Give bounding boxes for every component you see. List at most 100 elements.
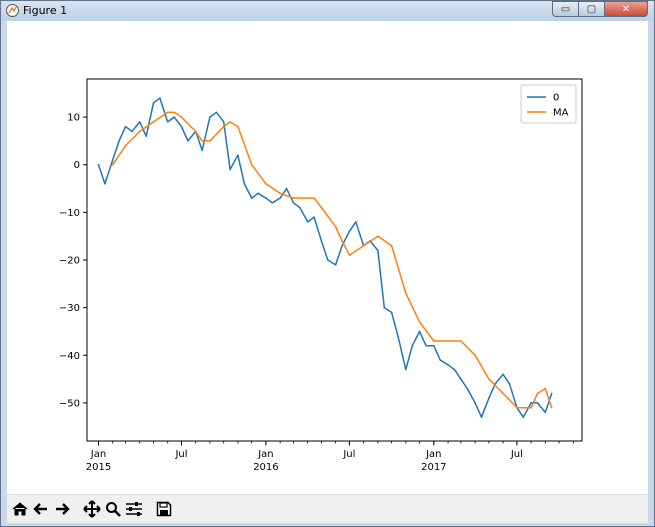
data-point xyxy=(320,240,323,242)
y-tick-label: −50 xyxy=(59,398,80,409)
data-point xyxy=(550,406,553,409)
data-point xyxy=(544,387,547,390)
navigation-toolbar xyxy=(7,494,648,523)
data-point xyxy=(522,416,525,418)
data-point xyxy=(447,363,449,366)
maximize-button[interactable]: ▢ xyxy=(578,1,604,17)
data-point xyxy=(390,311,393,314)
data-point xyxy=(418,330,421,333)
data-point xyxy=(341,240,343,242)
x-tick-label: Jan xyxy=(257,449,273,460)
data-point xyxy=(152,121,155,123)
data-point xyxy=(215,111,218,114)
data-point xyxy=(480,416,483,418)
data-point xyxy=(536,402,539,404)
data-point xyxy=(355,221,357,223)
forward-button[interactable] xyxy=(52,499,72,519)
data-point xyxy=(327,259,329,261)
data-point xyxy=(390,244,393,247)
data-point xyxy=(411,344,414,347)
data-point xyxy=(145,135,147,137)
legend-label: MA xyxy=(553,108,569,119)
save-button[interactable] xyxy=(154,499,174,519)
data-point xyxy=(279,192,281,195)
back-button[interactable] xyxy=(31,499,51,519)
data-point xyxy=(425,344,427,347)
data-point xyxy=(460,378,462,380)
series-line-value xyxy=(97,97,553,418)
data-point xyxy=(124,144,127,147)
data-point xyxy=(209,140,211,142)
data-point xyxy=(466,387,469,390)
y-tick-label: −20 xyxy=(59,256,80,267)
data-point xyxy=(362,244,365,247)
figure-client-area: 10 0 −10 −20 −30 −40 −50 Jan 2015 Jul Jan 2016 Jul Ja… xyxy=(7,21,648,523)
line-chart[interactable]: 10 0 −10 −20 −30 −40 −50 Jan 2015 Jul Jan 2016 Jul Ja… xyxy=(7,21,648,494)
data-point xyxy=(118,140,120,142)
data-point xyxy=(131,130,133,133)
data-point xyxy=(447,340,449,342)
data-point xyxy=(439,359,442,361)
data-point xyxy=(166,121,169,123)
data-point xyxy=(530,402,532,404)
data-point xyxy=(201,149,203,152)
data-point xyxy=(334,225,337,228)
data-point xyxy=(460,340,462,342)
y-tick-label: −40 xyxy=(59,351,80,362)
home-button[interactable] xyxy=(10,499,30,519)
data-point xyxy=(341,244,343,247)
x-tick-sublabel: 2015 xyxy=(86,462,111,473)
window-controls: ▭ ▢ ✕ xyxy=(552,1,648,19)
data-point xyxy=(433,344,435,347)
data-point xyxy=(243,182,246,185)
data-point xyxy=(348,254,351,257)
forward-icon xyxy=(56,503,70,515)
plot-frame xyxy=(86,78,583,442)
data-point xyxy=(488,378,490,380)
data-point xyxy=(299,206,301,209)
series-line-moving-average xyxy=(112,111,553,409)
title-bar[interactable]: Figure 1 ▭ ▢ ✕ xyxy=(1,1,654,21)
data-point xyxy=(405,368,407,371)
configure-subplots-button[interactable] xyxy=(124,499,144,519)
figure-app-icon xyxy=(6,4,19,17)
data-point xyxy=(250,163,253,166)
data-point xyxy=(250,197,253,199)
pan-icon xyxy=(83,500,101,518)
data-point xyxy=(173,111,175,114)
data-point xyxy=(159,97,161,99)
close-button[interactable]: ✕ xyxy=(604,1,648,17)
data-point xyxy=(544,411,547,414)
data-point xyxy=(550,392,553,395)
save-icon xyxy=(156,501,172,517)
data-point xyxy=(433,340,435,342)
x-tick-label: Jan xyxy=(90,449,106,460)
x-tick-label: Jul xyxy=(342,449,355,460)
y-tick-label: 10 xyxy=(67,113,80,124)
data-point xyxy=(474,354,476,357)
data-point xyxy=(292,202,295,204)
data-point xyxy=(124,125,127,128)
zoom-button[interactable] xyxy=(103,499,123,519)
data-point xyxy=(237,154,239,157)
y-tick-label: 0 xyxy=(74,160,80,171)
legend-box xyxy=(520,84,577,124)
data-point xyxy=(97,163,100,166)
data-point xyxy=(516,406,518,409)
data-point xyxy=(306,221,309,223)
data-point xyxy=(306,197,309,199)
data-point xyxy=(502,392,504,395)
data-point xyxy=(152,102,155,104)
data-point xyxy=(383,306,386,309)
data-point xyxy=(320,206,323,209)
data-point xyxy=(508,383,511,385)
figure-canvas[interactable]: 10 0 −10 −20 −30 −40 −50 Jan 2015 Jul Jan 2016 Jul Ja… xyxy=(7,21,648,494)
data-point xyxy=(405,292,407,295)
pan-button[interactable] xyxy=(82,499,102,519)
minimize-button[interactable]: ▭ xyxy=(552,1,578,17)
data-point xyxy=(111,163,114,166)
data-point xyxy=(229,168,231,171)
data-point xyxy=(222,125,225,128)
data-point xyxy=(265,197,267,199)
